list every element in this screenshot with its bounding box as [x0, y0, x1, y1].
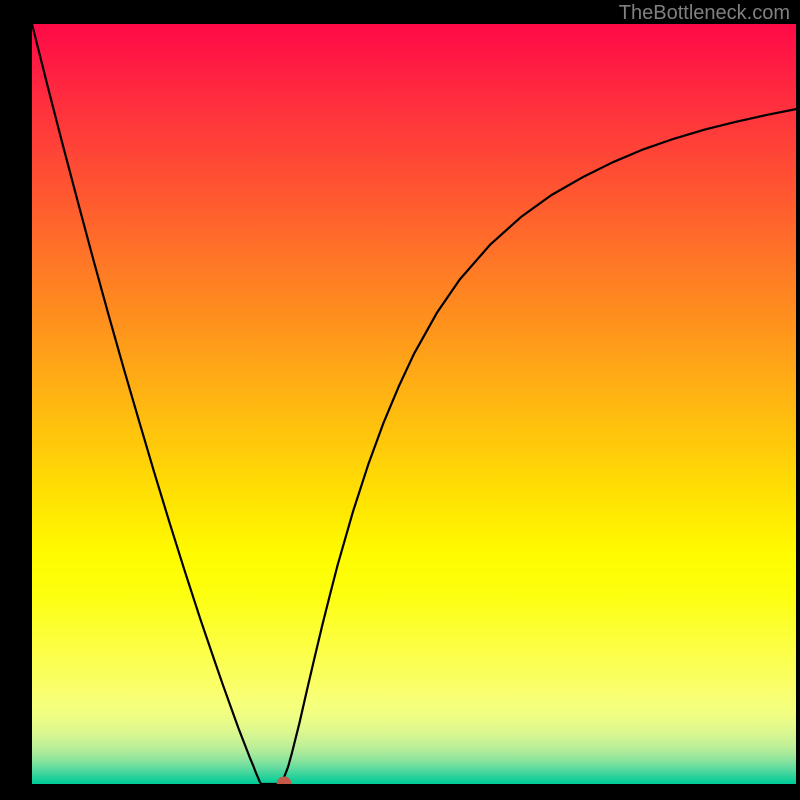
plot-area — [32, 24, 796, 784]
bottleneck-curve — [32, 24, 796, 784]
chart-overlay — [32, 24, 796, 784]
optimum-marker — [277, 777, 292, 785]
chart-frame: TheBottleneck.com — [0, 0, 800, 800]
watermark-text: TheBottleneck.com — [619, 2, 790, 25]
